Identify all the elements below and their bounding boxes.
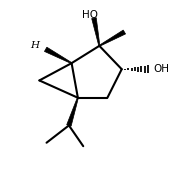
Polygon shape xyxy=(92,18,100,46)
Text: OH: OH xyxy=(153,64,169,74)
Text: H: H xyxy=(30,41,39,50)
Polygon shape xyxy=(99,30,125,46)
Polygon shape xyxy=(44,47,72,64)
Polygon shape xyxy=(67,98,78,126)
Text: HO: HO xyxy=(82,10,98,20)
